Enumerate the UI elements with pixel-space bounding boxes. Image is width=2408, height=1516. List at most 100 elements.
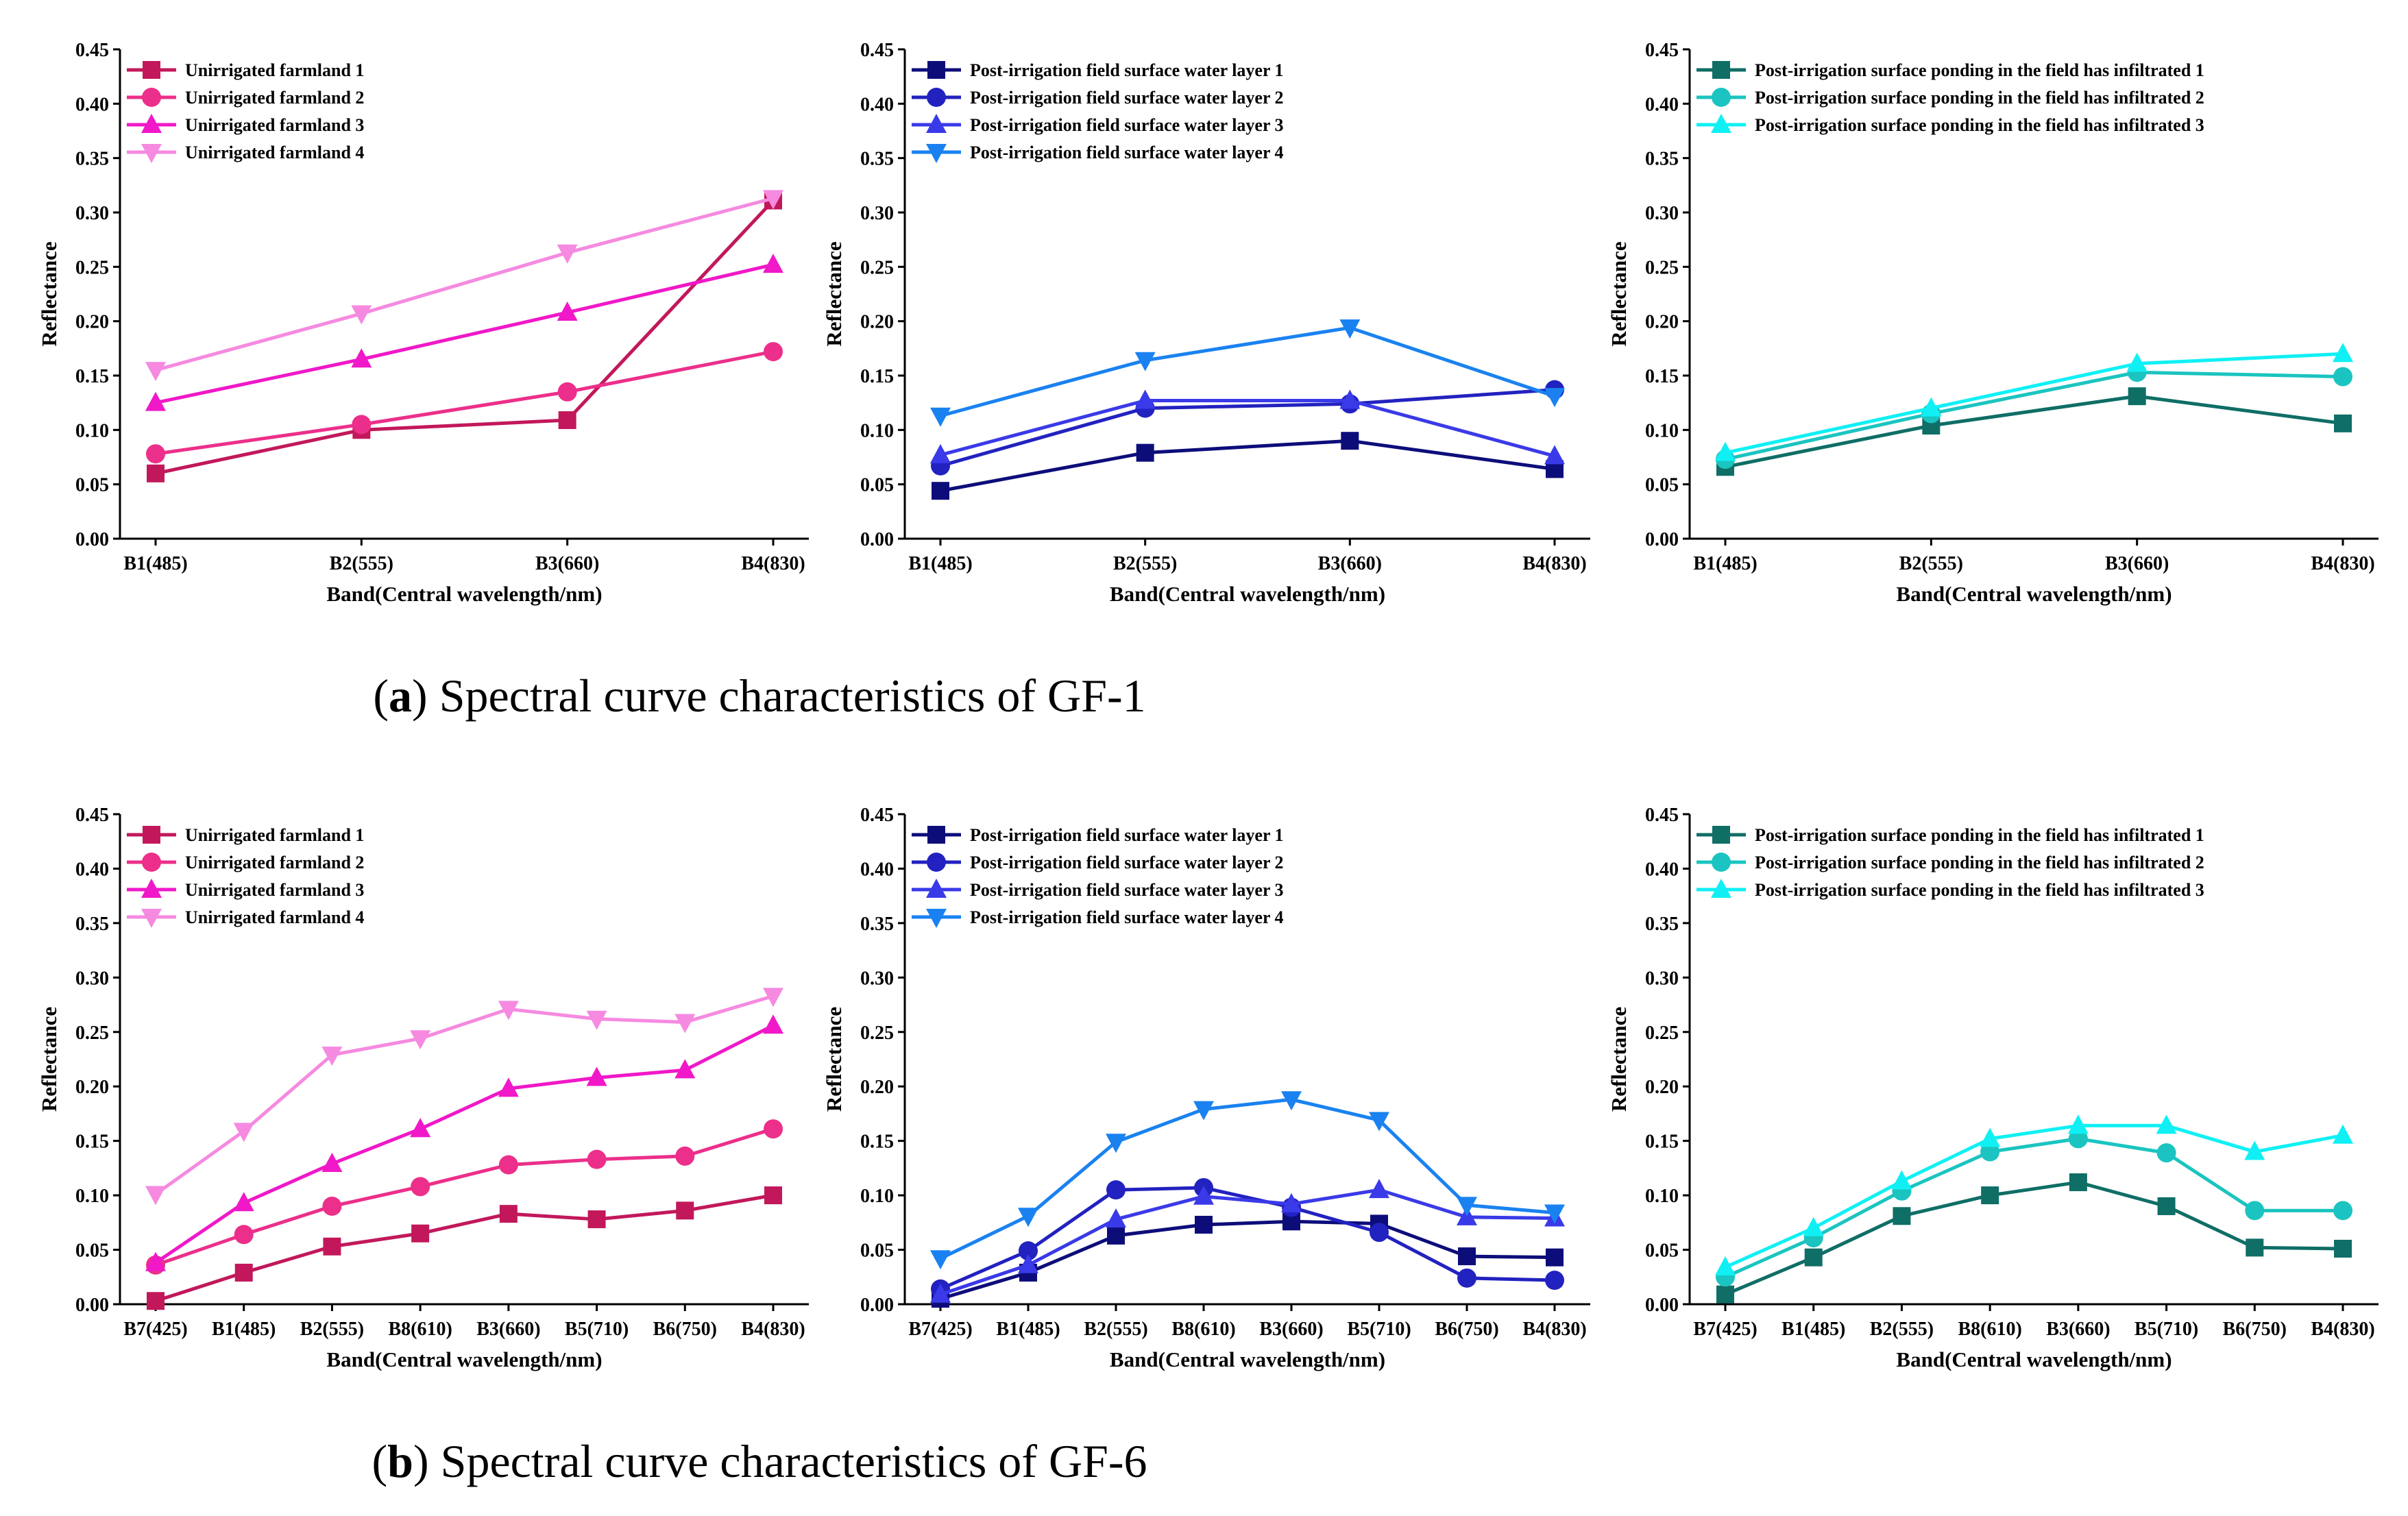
y-tick-label: 0.20 — [75, 1077, 109, 1098]
series-line-2 — [155, 1127, 774, 1267]
data-point — [1803, 1217, 1824, 1236]
data-point — [2333, 1201, 2352, 1221]
data-point — [763, 190, 783, 210]
y-tick-label: 0.05 — [75, 1240, 109, 1262]
data-point — [1369, 1179, 1389, 1199]
x-tick-label: B4(830) — [2311, 1319, 2374, 1340]
legend-label: Post-irrigation surface ponding in the f… — [1755, 115, 2204, 135]
legend-marker — [927, 853, 946, 872]
legend-marker — [926, 879, 947, 898]
series-line-2 — [1724, 1136, 2343, 1279]
y-tick-label: 0.35 — [860, 914, 894, 935]
legend-label: Post-irrigation field surface water laye… — [970, 115, 1284, 135]
data-point — [321, 1153, 343, 1173]
x-tick-label: B6(750) — [1435, 1319, 1498, 1340]
legend-marker — [926, 114, 947, 133]
y-tick-label: 0.35 — [75, 914, 109, 935]
y-tick-label: 0.30 — [860, 968, 894, 989]
y-tick-label: 0.45 — [860, 40, 894, 61]
series-line-4 — [154, 994, 774, 1196]
x-tick-label: B4(830) — [1522, 553, 1586, 574]
y-tick-label: 0.10 — [860, 420, 894, 441]
data-point — [2156, 1143, 2176, 1163]
y-tick-label: 0.15 — [860, 366, 894, 387]
y-tick-label: 0.00 — [860, 529, 894, 550]
legend-marker — [1711, 114, 1731, 133]
y-tick-label: 0.25 — [1645, 257, 1679, 278]
legend-label: Unirrigated farmland 1 — [185, 60, 364, 80]
data-point — [1457, 1197, 1477, 1217]
legend-marker — [142, 853, 161, 872]
x-tick-label: B2(555) — [300, 1319, 364, 1340]
legend-marker — [1712, 853, 1731, 872]
legend-label: Post-irrigation surface ponding in the f… — [1755, 880, 2204, 900]
legend-marker — [1712, 826, 1730, 844]
x-tick-label: B7(425) — [1693, 1319, 1757, 1340]
data-point — [1921, 397, 1942, 417]
data-point — [1018, 1208, 1038, 1227]
y-tick-label: 0.20 — [1645, 1077, 1679, 1098]
legend-marker — [142, 88, 161, 107]
series-line-3 — [154, 1024, 775, 1264]
data-point — [763, 1014, 783, 1034]
x-tick-label: B5(710) — [1347, 1319, 1411, 1340]
data-point — [1716, 1285, 1734, 1304]
y-tick-label: 0.45 — [75, 805, 109, 826]
legend-marker — [1712, 88, 1731, 107]
y-tick-label: 0.00 — [75, 529, 109, 550]
data-point — [1544, 445, 1565, 465]
y-tick-label: 0.35 — [75, 149, 109, 170]
data-point — [352, 415, 372, 435]
legend-label: Unirrigated farmland 4 — [185, 907, 364, 927]
data-point — [1893, 1207, 1911, 1225]
y-tick-label: 0.00 — [860, 1295, 894, 1316]
y-tick-label: 0.05 — [860, 475, 894, 496]
legend-marker — [141, 879, 162, 898]
y-tick-label: 0.25 — [75, 257, 109, 278]
data-point — [1019, 1241, 1038, 1261]
y-tick-label: 0.30 — [860, 203, 894, 224]
y-tick-label: 0.15 — [75, 366, 109, 387]
data-point — [557, 301, 578, 321]
data-point — [1106, 1208, 1126, 1228]
data-point — [498, 1155, 518, 1175]
x-tick-label: B8(610) — [388, 1319, 452, 1340]
x-tick-label: B2(555) — [1113, 553, 1177, 574]
data-point — [1018, 1254, 1038, 1273]
y-tick-label: 0.45 — [1645, 40, 1679, 61]
data-point — [1370, 1223, 1389, 1243]
x-axis-label: Band(Central wavelength/nm) — [1896, 1347, 2172, 1371]
y-axis-label: Reflectance — [822, 241, 846, 346]
data-point — [674, 1059, 696, 1079]
x-tick-label: B8(610) — [1171, 1319, 1235, 1340]
y-tick-label: 0.10 — [75, 1186, 109, 1207]
series-line-1 — [155, 1193, 774, 1303]
data-point — [1136, 443, 1154, 462]
y-tick-label: 0.35 — [1645, 149, 1679, 170]
data-point — [411, 1224, 430, 1243]
data-point — [145, 362, 166, 382]
y-tick-label: 0.15 — [75, 1132, 109, 1153]
data-point — [1281, 1091, 1302, 1111]
y-tick-label: 0.05 — [1645, 1240, 1679, 1262]
series-line-4 — [940, 326, 1555, 418]
x-tick-label: B3(660) — [2046, 1319, 2110, 1340]
series-line-3 — [1725, 352, 2344, 455]
y-tick-label: 0.00 — [1645, 529, 1679, 550]
data-point — [2067, 1114, 2089, 1134]
data-point — [2334, 414, 2352, 432]
y-tick-label: 0.05 — [860, 1240, 894, 1262]
data-point — [764, 1119, 783, 1139]
data-point — [145, 1186, 166, 1206]
data-point — [1193, 1101, 1214, 1121]
data-point — [2333, 1124, 2353, 1144]
legend-label: Post-irrigation surface ponding in the f… — [1755, 825, 2204, 845]
data-point — [1545, 1271, 1564, 1291]
legend-label: Unirrigated farmland 2 — [185, 853, 364, 872]
y-tick-label: 0.45 — [75, 40, 109, 61]
x-tick-label: B8(610) — [1958, 1319, 2021, 1340]
data-point — [1107, 1226, 1125, 1245]
series-line-2 — [940, 1186, 1555, 1291]
x-axis-label: Band(Central wavelength/nm) — [1110, 582, 1385, 606]
y-tick-label: 0.45 — [1645, 805, 1679, 826]
